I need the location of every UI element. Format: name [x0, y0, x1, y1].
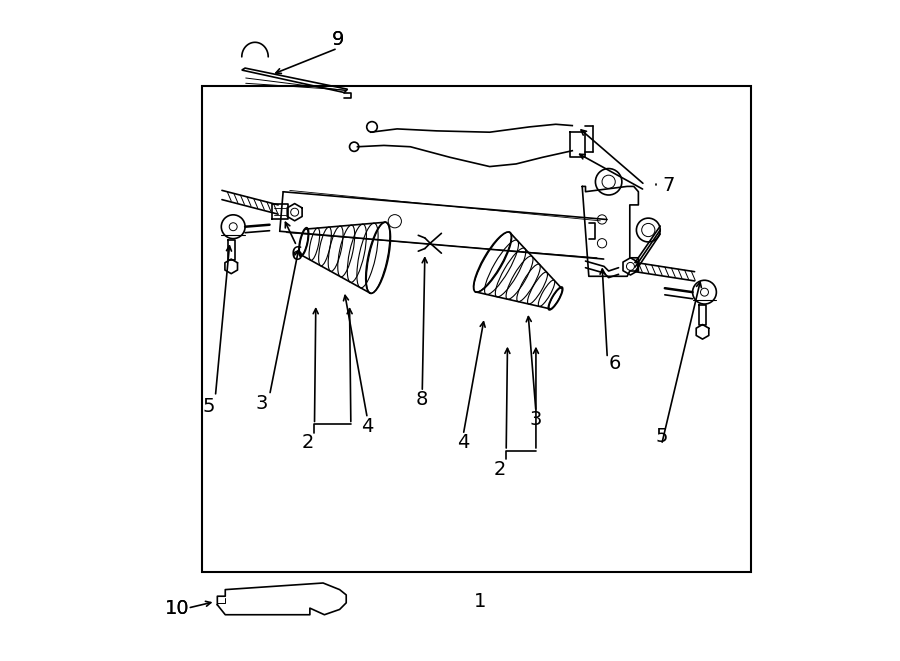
Text: 10: 10: [166, 599, 190, 617]
Text: 6: 6: [609, 354, 621, 373]
Text: 5: 5: [202, 397, 215, 416]
Text: 3: 3: [256, 394, 268, 412]
Text: 1: 1: [473, 592, 486, 611]
Bar: [202, 86, 751, 572]
Text: 4: 4: [457, 434, 470, 452]
Text: 10: 10: [166, 599, 190, 617]
Text: 5: 5: [655, 427, 668, 446]
Text: 9: 9: [331, 30, 344, 49]
Text: 6: 6: [291, 245, 302, 264]
Text: 2: 2: [493, 460, 506, 479]
Text: 9: 9: [331, 30, 344, 49]
Text: 3: 3: [530, 410, 542, 429]
Text: 8: 8: [416, 391, 428, 409]
Text: 2: 2: [302, 434, 314, 452]
Text: 4: 4: [361, 417, 374, 436]
Text: 7: 7: [662, 176, 674, 194]
